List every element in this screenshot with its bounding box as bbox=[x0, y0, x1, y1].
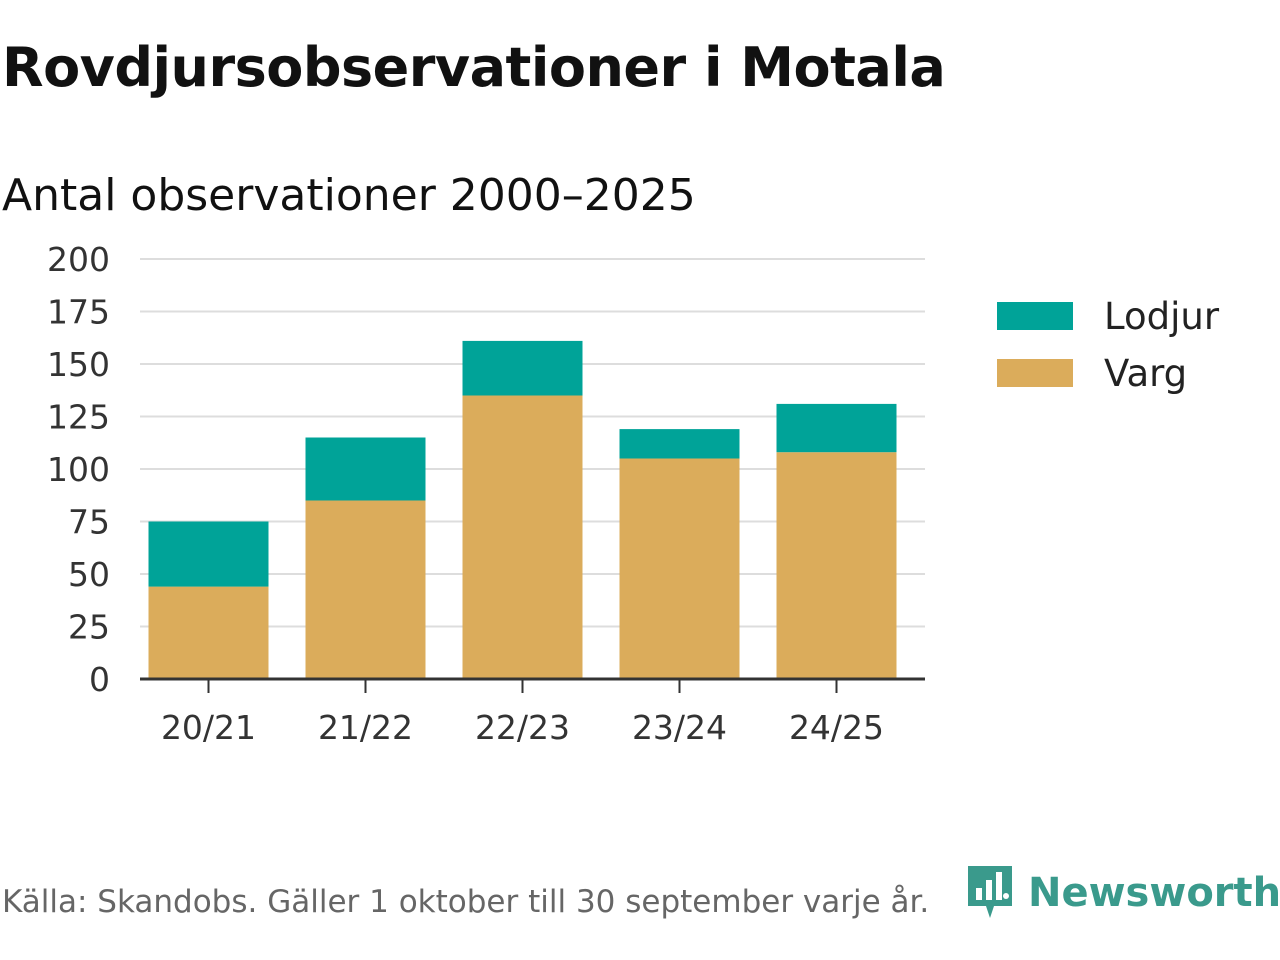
y-tick-label: 50 bbox=[68, 555, 110, 594]
bar-lodjur bbox=[148, 521, 269, 587]
bar-varg bbox=[462, 395, 583, 679]
brand-name: Newsworthy bbox=[1028, 870, 1280, 916]
y-tick-label: 150 bbox=[47, 345, 110, 384]
x-tick-label: 24/25 bbox=[789, 708, 884, 747]
newsworthy-logo-icon bbox=[968, 866, 1012, 918]
brand: Newsworthy bbox=[964, 862, 1280, 924]
x-tick-label: 20/21 bbox=[161, 708, 256, 747]
x-tick-label: 22/23 bbox=[475, 708, 570, 747]
bar-lodjur bbox=[619, 429, 740, 459]
x-tick-label: 21/22 bbox=[318, 708, 413, 747]
bar-varg bbox=[619, 458, 740, 679]
y-tick-label: 25 bbox=[68, 608, 110, 647]
stacked-bar-chart: 0 25 50 75 100 125 150 175 200 20/21 21/22 22/23 23/… bbox=[47, 240, 1220, 747]
bar-lodjur bbox=[776, 403, 897, 453]
y-tick-label: 100 bbox=[47, 450, 110, 489]
bar-varg bbox=[305, 500, 426, 679]
source-note: Källa: Skandobs. Gäller 1 oktober till 3… bbox=[2, 884, 930, 920]
bar-lodjur bbox=[305, 437, 426, 501]
chart-subtitle: Antal observationer 2000–2025 bbox=[2, 170, 696, 221]
legend-label: Varg bbox=[1104, 352, 1187, 395]
bar-varg bbox=[148, 586, 269, 679]
legend-label: Lodjur bbox=[1104, 295, 1220, 338]
y-tick-label: 0 bbox=[89, 660, 110, 699]
chart-title: Rovdjursobservationer i Motala bbox=[2, 36, 946, 99]
y-tick-label: 125 bbox=[47, 398, 110, 437]
legend-swatch bbox=[997, 359, 1073, 387]
y-tick-label: 175 bbox=[47, 293, 110, 332]
y-tick-label: 75 bbox=[68, 503, 110, 542]
legend-swatch bbox=[997, 302, 1073, 330]
bar-varg bbox=[776, 452, 897, 679]
x-tick-label: 23/24 bbox=[632, 708, 727, 747]
y-tick-label: 200 bbox=[47, 240, 110, 279]
bar-lodjur bbox=[462, 340, 583, 396]
